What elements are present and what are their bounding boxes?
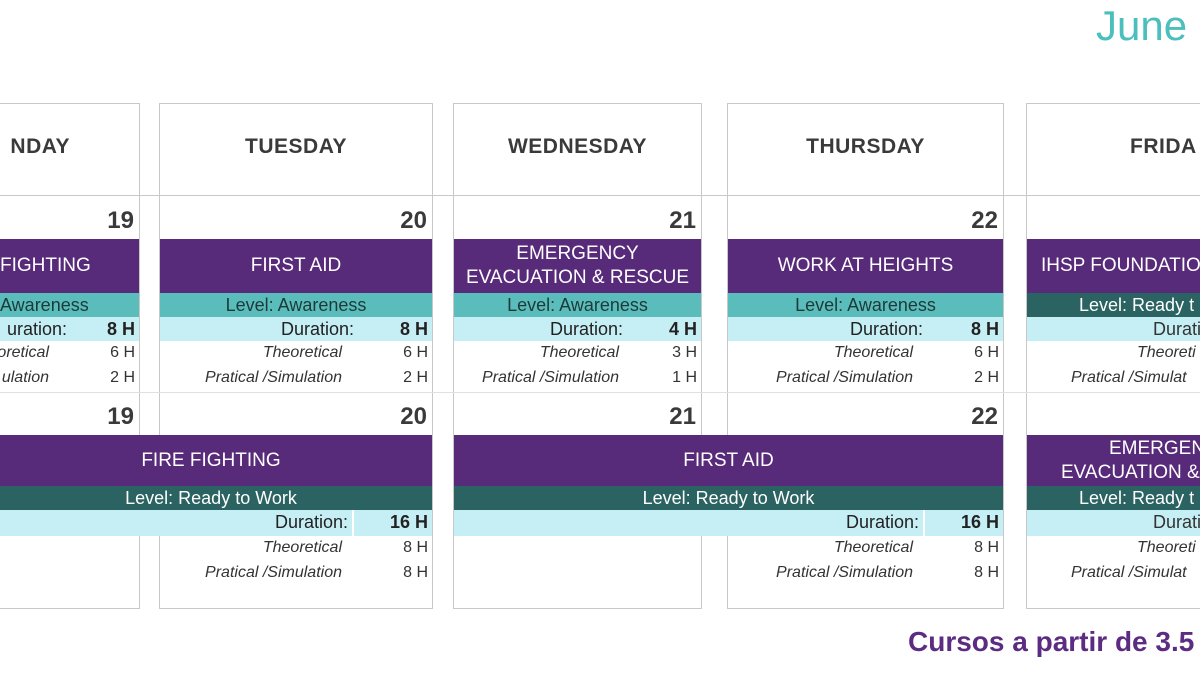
course-card-fire-fighting-ready-to-work: FIRE FIGHTING Level: Ready to Work Durat… (0, 435, 432, 585)
course-title: FIRST AID (160, 239, 432, 293)
date-number: 19 (107, 207, 134, 234)
course-card-emergency-evacuation-ready-to-work: EMERGEN EVACUATION & Level: Ready t Dura… (1027, 435, 1200, 585)
course-duration: uration: 8 H (0, 317, 139, 341)
course-duration: Duration: 8 H (160, 317, 432, 341)
course-card-first-aid-awareness: FIRST AID Level: Awareness Duration: 8 H… (160, 239, 432, 392)
course-title: FIRST AID (454, 435, 1003, 486)
course-duration: Duration: 16 H (454, 510, 1003, 536)
course-level: Level: Ready to Work (0, 486, 432, 510)
tuesday-column (159, 103, 433, 609)
course-duration: Duration: 16 H (0, 510, 432, 536)
practical-hours: Pratical /Simulation 1 H (482, 369, 697, 386)
course-title: IHSP FOUNDATIO (1027, 239, 1200, 293)
wednesday-column (453, 103, 702, 609)
date-number: 19 (107, 403, 134, 430)
practical-hours: Pratical /Simulation 8 H (776, 564, 999, 581)
practical-hours: Pratical /Simulat (1071, 369, 1187, 386)
course-card-fire-fighting-awareness: FIGHTING Awareness uration: 8 H oretical… (0, 239, 139, 392)
header-divider (0, 195, 1200, 196)
date-number: 20 (400, 207, 427, 234)
day-name-friday: FRIDA (1130, 135, 1197, 158)
course-duration: Durati (1027, 317, 1200, 341)
day-name-tuesday: TUESDAY (245, 135, 347, 158)
day-name-thursday: THURSDAY (806, 135, 925, 158)
theoretical-hours: Theoretical 3 H (539, 344, 697, 361)
date-number: 21 (669, 207, 696, 234)
course-duration: Durati (1027, 510, 1200, 536)
course-level: Level: Awareness (728, 293, 1003, 317)
course-card-first-aid-ready-to-work: FIRST AID Level: Ready to Work Duration:… (454, 435, 1003, 585)
course-level: Awareness (0, 293, 139, 317)
course-title: EMERGEN EVACUATION & (1027, 435, 1200, 486)
course-level: Level: Awareness (454, 293, 701, 317)
theoretical-hours: Theoreti (1137, 539, 1196, 556)
course-level: Level: Awareness (160, 293, 432, 317)
course-level: Level: Ready t (1027, 293, 1200, 317)
course-level: Level: Ready to Work (454, 486, 1003, 510)
day-name-monday: NDAY (10, 135, 70, 158)
week2-date-divider (0, 392, 1200, 393)
date-number: 20 (400, 403, 427, 430)
theoretical-hours: oretical 6 H (0, 344, 135, 361)
duration-value-box (923, 510, 1003, 536)
date-number: 21 (669, 403, 696, 430)
practical-hours: Pratical /Simulation 2 H (205, 369, 428, 386)
thursday-column (727, 103, 1004, 609)
practical-hours: Pratical /Simulat (1071, 564, 1187, 581)
course-title: EMERGENCY EVACUATION & RESCUE (454, 239, 701, 293)
practical-hours: Pratical /Simulation 2 H (776, 369, 999, 386)
friday-column (1026, 103, 1200, 609)
date-number: 22 (971, 207, 998, 234)
course-duration: Duration: 8 H (728, 317, 1003, 341)
date-number: 22 (971, 403, 998, 430)
monday-column (0, 103, 140, 609)
course-level: Level: Ready t (1027, 486, 1200, 510)
course-title: FIGHTING (0, 239, 139, 293)
day-name-wednesday: WEDNESDAY (507, 135, 648, 158)
course-card-work-at-heights-awareness: WORK AT HEIGHTS Level: Awareness Duratio… (728, 239, 1003, 392)
course-duration: Duration: 4 H (454, 317, 701, 341)
duration-value-box (352, 510, 432, 536)
theoretical-hours: Theoretical 8 H (262, 539, 428, 556)
practical-hours: ulation 2 H (1, 369, 135, 386)
practical-hours: Pratical /Simulation 8 H (205, 564, 428, 581)
theoretical-hours: Theoretical 8 H (833, 539, 999, 556)
course-title: WORK AT HEIGHTS (728, 239, 1003, 293)
theoretical-hours: Theoretical 6 H (262, 344, 428, 361)
course-title: FIRE FIGHTING (0, 435, 432, 486)
course-card-emergency-evacuation-awareness: EMERGENCY EVACUATION & RESCUE Level: Awa… (454, 239, 701, 392)
footer-price-note: Cursos a partir de 3.5 (908, 626, 1195, 657)
course-card-ihsp-foundation: IHSP FOUNDATIO Level: Ready t Durati The… (1027, 239, 1200, 392)
theoretical-hours: Theoreti (1137, 344, 1196, 361)
month-title: June (1096, 2, 1188, 49)
theoretical-hours: Theoretical 6 H (833, 344, 999, 361)
